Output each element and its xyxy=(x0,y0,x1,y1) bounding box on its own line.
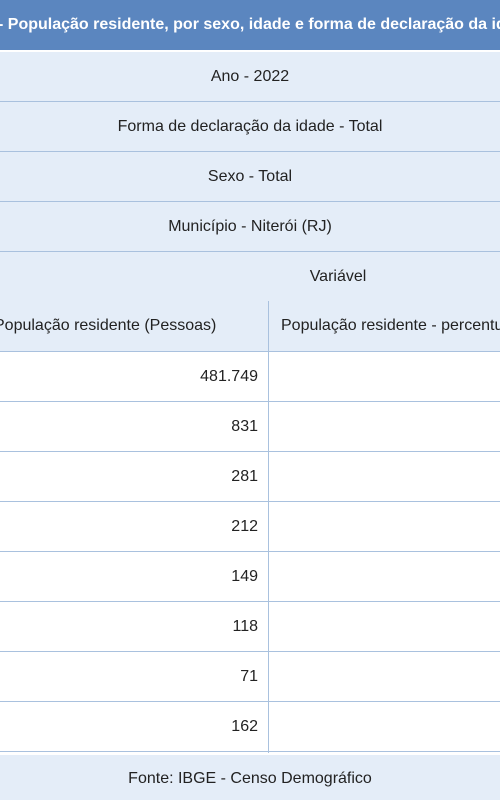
meta-row-sex: Sexo - Total xyxy=(0,152,500,202)
table-row: 71 xyxy=(0,652,500,702)
variable-header: Variável xyxy=(309,268,367,285)
table-row: 212 xyxy=(0,502,500,552)
table-title-bar: - População residente, por sexo, idade e… xyxy=(0,0,500,50)
table-cell-population: 831 xyxy=(231,418,258,435)
table-footer: Fonte: IBGE - Censo Demográfico xyxy=(0,755,500,800)
meta-row-age-declaration: Forma de declaração da idade - Total xyxy=(0,102,500,152)
column-divider xyxy=(268,301,269,753)
meta-municipality-label: Município - Niterói (RJ) xyxy=(168,218,332,235)
meta-row-year: Ano - 2022 xyxy=(0,52,500,102)
column-header-percent-label: População residente - percentual xyxy=(281,317,500,334)
table-row: 149 xyxy=(0,552,500,602)
table-row: 481.749 xyxy=(0,352,500,402)
table-cell-population: 118 xyxy=(232,618,258,635)
table-row: 162 xyxy=(0,702,500,752)
table-row: 281 xyxy=(0,452,500,502)
table-cell-population: 481.749 xyxy=(200,368,258,385)
table-row: 831 xyxy=(0,402,500,452)
column-header-percent[interactable]: População residente - percentual xyxy=(269,301,500,352)
table-cell-population: 212 xyxy=(231,518,258,535)
table-cell-population: 71 xyxy=(240,668,258,685)
table-title: - População residente, por sexo, idade e… xyxy=(0,16,500,33)
meta-year-label: Ano - 2022 xyxy=(210,68,290,85)
column-header-population-label: População residente (Pessoas) xyxy=(0,317,217,334)
table-row: 118 xyxy=(0,602,500,652)
meta-row-municipality: Município - Niterói (RJ) xyxy=(0,202,500,252)
meta-sex-label: Sexo - Total xyxy=(207,168,293,185)
source-note: Fonte: IBGE - Censo Demográfico xyxy=(128,770,372,787)
meta-row-variable: Variável xyxy=(0,252,500,302)
meta-age-declaration-label: Forma de declaração da idade - Total xyxy=(117,118,383,135)
column-header-population[interactable]: População residente (Pessoas) xyxy=(0,301,268,352)
table-cell-population: 149 xyxy=(231,568,258,585)
table-cell-population: 281 xyxy=(231,468,258,485)
table-cell-population: 162 xyxy=(231,718,258,735)
